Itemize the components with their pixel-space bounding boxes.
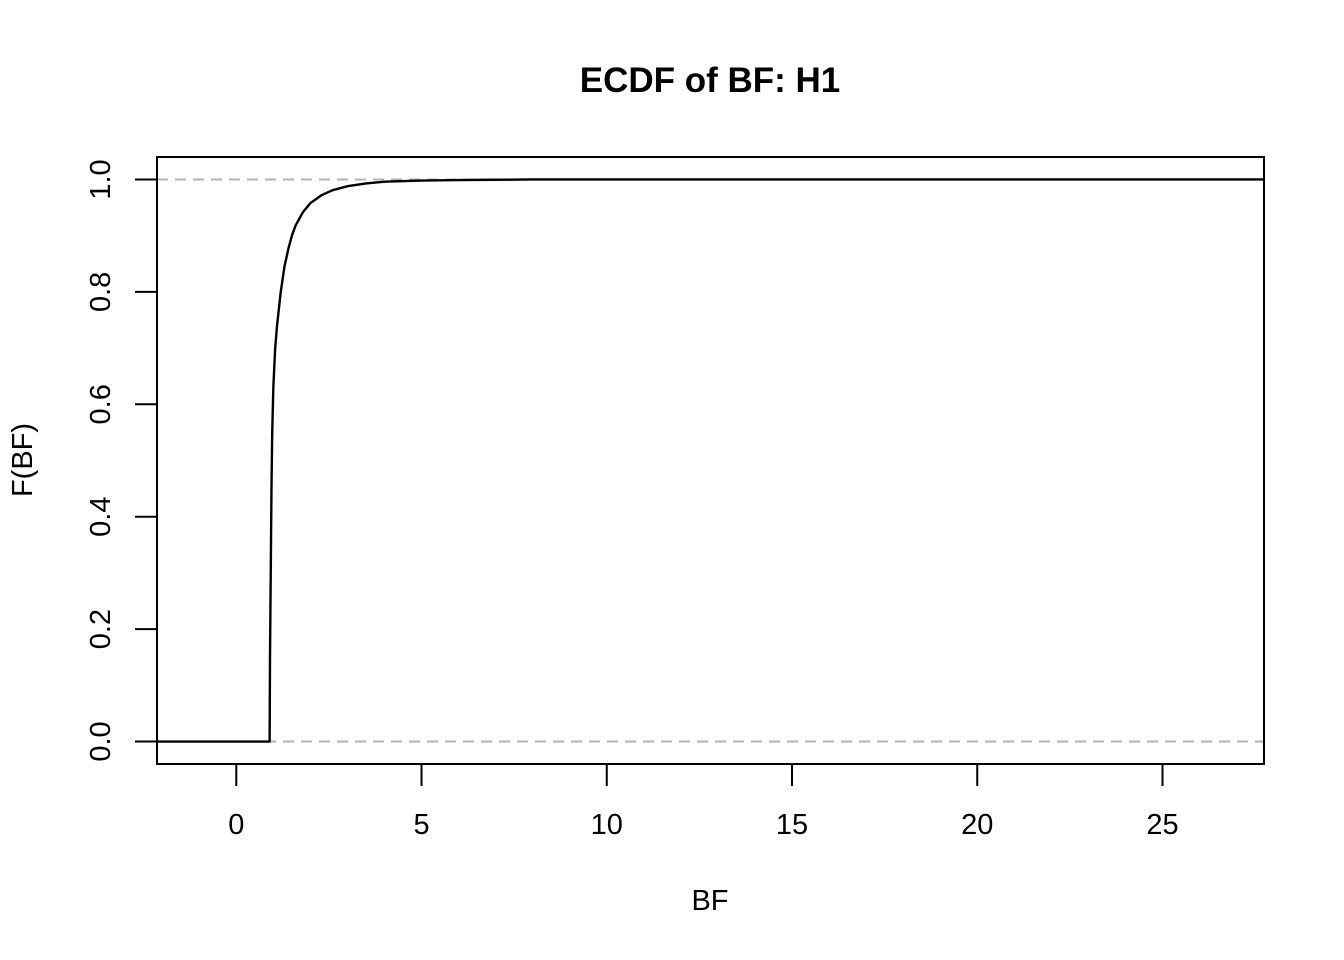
y-tick-label: 0.4 (85, 497, 117, 537)
y-tick-label: 1.0 (85, 159, 117, 199)
ecdf-series-line (157, 178, 1264, 743)
x-tick-label: 20 (961, 809, 993, 841)
y-tick-label: 0.8 (85, 272, 117, 312)
x-tick-label: 5 (413, 809, 429, 841)
y-tick-label: 0.0 (85, 721, 117, 761)
y-tick-label: 0.2 (85, 609, 117, 649)
y-tick-label: 0.6 (85, 384, 117, 424)
x-axis-label: BF (691, 885, 728, 917)
x-tick-label: 15 (776, 809, 808, 841)
x-tick-label: 0 (228, 809, 244, 841)
plot-frame (156, 156, 1265, 765)
y-axis: 0.0 0.2 0.4 0.6 0.8 1.0 (85, 159, 158, 762)
reference-lines (157, 178, 1264, 743)
x-axis: 0 5 10 15 20 25 (228, 763, 1179, 841)
x-tick-label: 25 (1146, 809, 1178, 841)
chart-title: ECDF of BF: H1 (580, 61, 841, 100)
x-tick-label: 10 (591, 809, 623, 841)
y-axis-label: F(BF) (7, 423, 39, 497)
